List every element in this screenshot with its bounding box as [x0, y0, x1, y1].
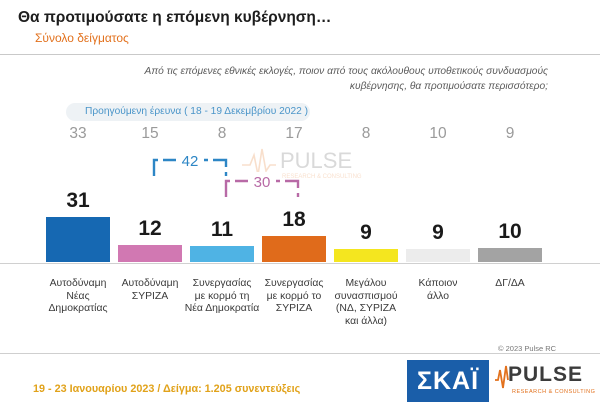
- top-divider: [0, 54, 600, 55]
- skai-logo-text: ΣΚΑΪ: [416, 367, 480, 395]
- category-label: Κάποιον άλλο: [398, 278, 478, 303]
- pulse-logo-wave-icon: [495, 365, 509, 389]
- bottom-divider: [0, 353, 600, 354]
- category-label-line: ΔΓ/ΔΑ: [495, 278, 525, 289]
- category-label-line: και άλλα): [345, 315, 387, 327]
- skai-logo: ΣΚΑΪ: [407, 360, 489, 402]
- category-label-line: Αυτοδύναμη: [49, 278, 107, 289]
- bar-value-label: 31: [66, 189, 90, 213]
- watermark-sub: RESEARCH & CONSULTING: [282, 174, 362, 180]
- category-label-line: άλλο: [426, 290, 450, 302]
- coalition-bracket: [152, 158, 228, 176]
- category-label-line: με κορμό το: [266, 290, 322, 302]
- bar-value-label: 9: [360, 220, 372, 244]
- previous-value-label: 8: [361, 125, 371, 142]
- pulse-logo: PULSE RESEARCH & CONSULTING: [494, 360, 596, 404]
- category-label-line: Δημοκρατίας: [48, 303, 108, 314]
- category-label-line: Νέας: [66, 290, 90, 302]
- bar: [46, 217, 110, 262]
- category-label: Αυτοδύναμη Νέας Δημοκρατίας: [38, 278, 118, 316]
- category-label-line: Μεγάλου: [345, 278, 387, 289]
- category-label-line: (ΝΔ, ΣΥΡΙΖΑ: [335, 303, 397, 314]
- previous-value-label: 17: [285, 125, 303, 142]
- coalition-total-label: 42: [182, 153, 199, 170]
- category-label: Αυτοδύναμη ΣΥΡΙΖΑ: [110, 278, 190, 303]
- bar: [334, 248, 398, 262]
- previous-value-label: 15: [141, 125, 159, 142]
- watermark-word: PULSE: [280, 148, 352, 173]
- category-label: Συνεργασίας με κορμό το ΣΥΡΙΖΑ: [254, 278, 334, 316]
- category-label-line: Συνεργασίας: [264, 278, 324, 289]
- coalition-label-bg: [176, 151, 204, 169]
- category-label-line: Αυτοδύναμη: [121, 278, 179, 289]
- chart-title: Θα προτιμούσατε η επόμενη κυβέρνηση…: [18, 9, 332, 26]
- chart-baseline: [0, 263, 600, 264]
- bar-value-label: 12: [138, 216, 162, 240]
- question-text: Από τις επόμενες εθνικές εκλογές, ποιον …: [120, 64, 548, 94]
- previous-value-label: 10: [429, 125, 447, 142]
- category-label: Μεγάλου συνασπισμού (ΝΔ, ΣΥΡΙΖΑ και άλλα): [326, 278, 406, 328]
- chart-subtitle: Σύνολο δείγματος: [35, 31, 129, 45]
- pulse-logo-word: PULSE: [508, 363, 584, 386]
- category-label: Συνεργασίας με κορμό τη Νέα Δημοκρατία: [182, 278, 262, 316]
- category-label-line: ΣΥΡΙΖΑ: [131, 290, 169, 302]
- bar: [262, 235, 326, 262]
- previous-value-label: 33: [69, 125, 87, 142]
- category-label-line: Νέα Δημοκρατία: [184, 303, 260, 314]
- fieldwork-info: 19 - 23 Ιανουαρίου 2023 / Δείγμα: 1.205 …: [33, 383, 301, 395]
- copyright-note: © 2023 Pulse RC: [498, 344, 557, 353]
- bar: [118, 244, 182, 262]
- bar-value-label: 11: [210, 218, 234, 242]
- category-label-line: με κορμό τη: [194, 290, 250, 302]
- category-label: ΔΓ/ΔΑ: [470, 278, 550, 291]
- coalition-bracket: [224, 179, 300, 197]
- question-line-1: Από τις επόμενες εθνικές εκλογές, ποιον …: [144, 66, 548, 77]
- previous-survey-pill: [66, 103, 310, 121]
- bar: [190, 246, 254, 262]
- pulse-logo-sub: RESEARCH & CONSULTING: [512, 389, 596, 395]
- bar-value-label: 18: [282, 207, 306, 231]
- category-label-line: Συνεργασίας: [192, 278, 252, 289]
- question-line-2: κυβέρνησης, θα προτιμούσατε περισσότερο;: [349, 81, 548, 92]
- bar-value-label: 9: [432, 220, 444, 244]
- category-label-line: Κάποιον: [418, 278, 458, 289]
- previous-value-label: 8: [217, 125, 227, 142]
- previous-value-label: 9: [505, 125, 515, 142]
- previous-survey-caption: Προηγούμενη έρευνα ( 18 - 19 Δεκεμβρίου …: [85, 106, 309, 117]
- category-label-line: συνασπισμού: [334, 290, 398, 302]
- bar: [478, 247, 542, 262]
- category-label-line: ΣΥΡΙΖΑ: [275, 303, 313, 314]
- bar: [406, 248, 470, 262]
- pulse-watermark: PULSE RESEARCH & CONSULTING: [242, 148, 362, 180]
- bar-value-label: 10: [498, 219, 522, 243]
